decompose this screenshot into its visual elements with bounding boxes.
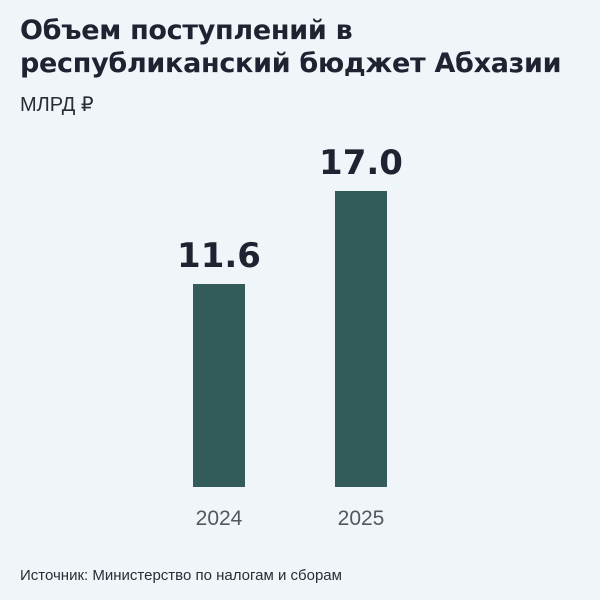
bar-value-label: 17.0 xyxy=(319,143,403,183)
chart-title: Объем поступлений в республиканский бюдж… xyxy=(20,15,562,79)
bar-2025 xyxy=(335,191,387,487)
source-note: Источник: Министерство по налогам и сбор… xyxy=(20,567,342,584)
x-axis-label: 2024 xyxy=(195,507,243,530)
bar-value-label: 11.6 xyxy=(177,236,261,276)
x-axis-label: 2025 xyxy=(337,507,385,530)
bar-2024 xyxy=(193,284,245,487)
unit-label: МЛРД ₽ xyxy=(20,94,94,116)
